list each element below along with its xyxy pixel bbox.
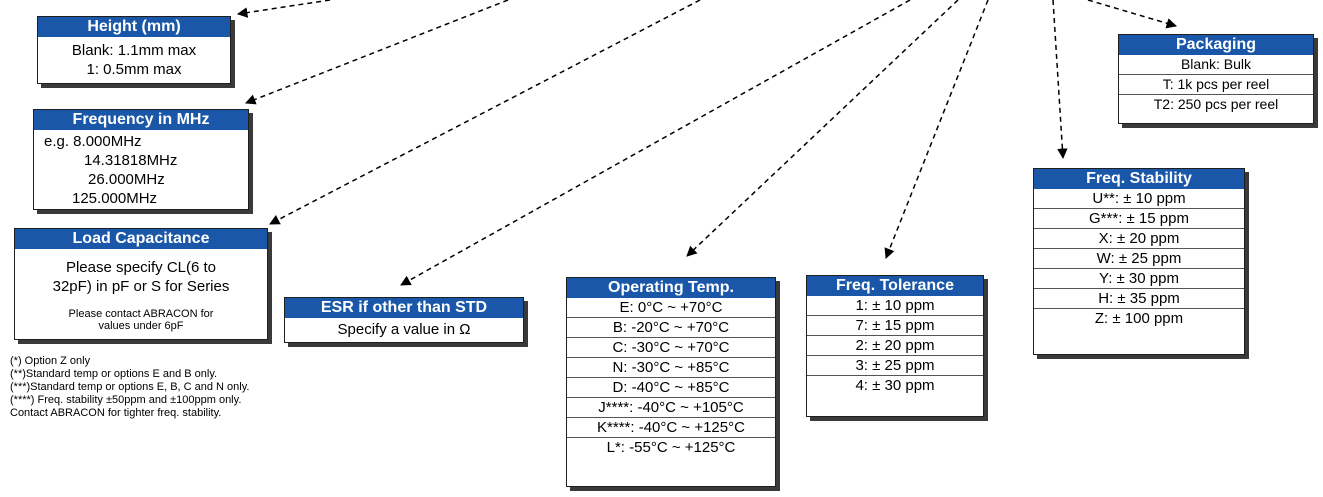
- packaging-row: T: 1k pcs per reel: [1119, 74, 1313, 94]
- height-title: Height (mm): [38, 17, 230, 37]
- arrow-packaging: [1087, 0, 1178, 29]
- height-option: 1: 0.5mm max: [86, 61, 182, 78]
- footnote: (**)Standard temp or options E and B onl…: [10, 368, 218, 380]
- load-capacitance-box: Load Capacitance Please specify CL(6 to …: [14, 228, 268, 340]
- stability-row: W: ± 25 ppm: [1034, 248, 1244, 268]
- load-capacitance-note: Please contact ABRACON for: [68, 308, 214, 320]
- stability-row: G***: ± 15 ppm: [1034, 208, 1244, 228]
- arrow-frequency: [245, 0, 509, 105]
- tolerance-row: 3: ± 25 ppm: [807, 355, 983, 375]
- tolerance-row: 1: ± 10 ppm: [855, 297, 935, 314]
- operating-temp-title: Operating Temp.: [567, 278, 775, 298]
- operating-temp-row: J****: -40°C ~ +105°C: [567, 397, 775, 417]
- tolerance-row: 2: ± 20 ppm: [807, 335, 983, 355]
- esr-text: Specify a value in Ω: [337, 321, 471, 338]
- operating-temp-row: L*: -55°C ~ +125°C: [567, 437, 775, 457]
- stability-row: U**: ± 10 ppm: [1092, 190, 1186, 207]
- operating-temp-row: K****: -40°C ~ +125°C: [567, 417, 775, 437]
- frequency-example: 125.000MHz: [72, 190, 158, 207]
- packaging-row: T2: 250 pcs per reel: [1119, 94, 1313, 114]
- tolerance-row: 7: ± 15 ppm: [807, 315, 983, 335]
- operating-temp-row: E: 0°C ~ +70°C: [619, 299, 723, 316]
- tolerance-row: 4: ± 30 ppm: [807, 375, 983, 395]
- frequency-example: 14.31818MHz: [84, 152, 178, 169]
- tolerance-box: Freq. Tolerance 1: ± 10 ppm 7: ± 15 ppm …: [806, 275, 984, 417]
- tolerance-title: Freq. Tolerance: [807, 276, 983, 296]
- footnote: (****) Freq. stability ±50ppm and ±100pp…: [10, 394, 242, 406]
- packaging-row: Blank: Bulk: [1180, 56, 1252, 72]
- esr-title: ESR if other than STD: [285, 298, 523, 318]
- stability-box: Freq. Stability U**: ± 10 ppm G***: ± 15…: [1033, 168, 1245, 355]
- load-capacitance-note: values under 6pF: [98, 320, 184, 332]
- stability-row: Y: ± 30 ppm: [1034, 268, 1244, 288]
- frequency-title: Frequency in MHz: [34, 110, 248, 130]
- load-capacitance-title: Load Capacitance: [15, 229, 267, 249]
- arrow-operating-temp: [686, 0, 959, 257]
- arrow-load-capacitance: [269, 0, 701, 225]
- load-capacitance-text: Please specify CL(6 to: [65, 259, 217, 276]
- footnote: Contact ABRACON for tighter freq. stabil…: [10, 407, 222, 419]
- frequency-example: e.g. 8.000MHz: [44, 133, 142, 150]
- height-option: Blank: 1.1mm max: [71, 42, 197, 59]
- operating-temp-row: D: -40°C ~ +85°C: [567, 377, 775, 397]
- footnotes: (*) Option Z only (**)Standard temp or o…: [10, 355, 249, 420]
- operating-temp-row: C: -30°C ~ +70°C: [567, 337, 775, 357]
- frequency-box: Frequency in MHz e.g. 8.000MHz 14.31818M…: [33, 109, 249, 210]
- stability-row: Z: ± 100 ppm: [1034, 308, 1244, 328]
- arrow-height: [236, 0, 331, 18]
- operating-temp-row: B: -20°C ~ +70°C: [567, 317, 775, 337]
- footnote: (***)Standard temp or options E, B, C an…: [10, 381, 250, 393]
- arrow-esr: [400, 0, 911, 286]
- stability-row: X: ± 20 ppm: [1034, 228, 1244, 248]
- operating-temp-box: Operating Temp. E: 0°C ~ +70°C B: -20°C …: [566, 277, 776, 487]
- esr-box: ESR if other than STD Specify a value in…: [284, 297, 524, 343]
- stability-row: H: ± 35 ppm: [1034, 288, 1244, 308]
- packaging-box: Packaging Blank: Bulk T: 1k pcs per reel…: [1118, 34, 1314, 124]
- packaging-title: Packaging: [1119, 35, 1313, 55]
- operating-temp-row: N: -30°C ~ +85°C: [567, 357, 775, 377]
- load-capacitance-text: 32pF) in pF or S for Series: [52, 278, 230, 295]
- arrow-stability: [1052, 0, 1068, 160]
- frequency-example: 26.000MHz: [88, 171, 165, 188]
- footnote: (*) Option Z only: [10, 355, 91, 367]
- height-box: Height (mm) Blank: 1.1mm max 1: 0.5mm ma…: [37, 16, 231, 84]
- arrow-tolerance: [884, 0, 989, 259]
- stability-title: Freq. Stability: [1034, 169, 1244, 189]
